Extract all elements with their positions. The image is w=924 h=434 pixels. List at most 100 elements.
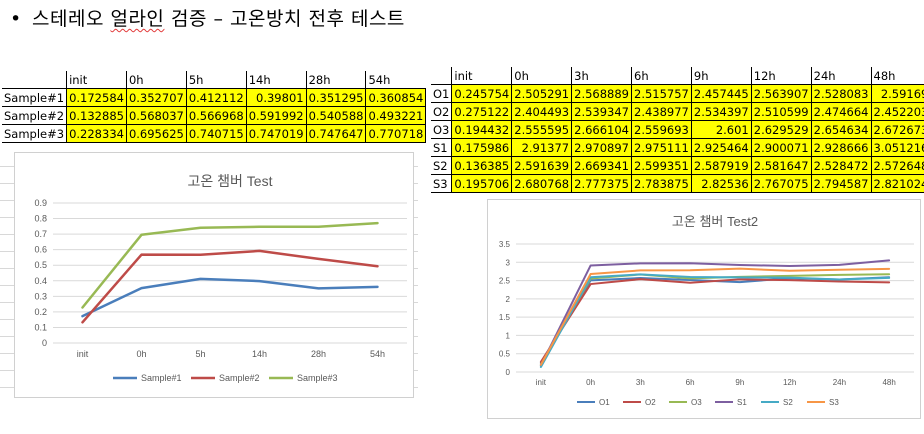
table2-cell[interactable]: 2.821024 xyxy=(870,174,924,193)
legend-entry[interactable]: O1 xyxy=(599,398,610,407)
table2-row-label[interactable]: S2 xyxy=(431,156,452,175)
series-line-o2[interactable] xyxy=(539,278,891,363)
table1-cell[interactable]: 0.412112 xyxy=(185,88,247,107)
series-line-s1[interactable] xyxy=(539,259,891,367)
table1-column-header[interactable] xyxy=(2,71,67,89)
legend-entry[interactable]: Sample#1 xyxy=(141,373,182,383)
table2-column-header[interactable]: 3h xyxy=(571,67,632,85)
table1-cell[interactable]: 0.740715 xyxy=(185,124,247,143)
table1-cell[interactable]: 0.747647 xyxy=(305,124,366,143)
table1-cell[interactable]: 0.568037 xyxy=(125,106,187,125)
legend-entry[interactable]: Sample#2 xyxy=(219,373,260,383)
table2-column-header[interactable]: 48h xyxy=(870,67,924,85)
series-line-sample3[interactable] xyxy=(81,221,379,309)
table2-cell[interactable]: 2.568889 xyxy=(571,84,632,103)
table2-cell[interactable]: 3.051216 xyxy=(870,138,924,157)
table2-cell[interactable]: 2.404493 xyxy=(511,102,572,121)
table2-cell[interactable]: 2.474664 xyxy=(810,102,871,121)
table2-cell[interactable]: 2.669341 xyxy=(571,156,632,175)
table2-cell[interactable]: 2.591639 xyxy=(511,156,572,175)
table2-cell[interactable]: 2.452203 xyxy=(870,102,924,121)
table1-cell[interactable]: 0.747019 xyxy=(245,124,307,143)
table2-row-label[interactable]: O3 xyxy=(431,120,452,139)
table2-cell[interactable]: 0.245754 xyxy=(451,84,512,103)
series-line-sample2[interactable] xyxy=(81,249,379,324)
table2-cell[interactable]: 2.767075 xyxy=(750,174,812,193)
table1-column-header[interactable]: 28h xyxy=(305,71,366,89)
table1-column-header[interactable]: 54h xyxy=(365,71,426,89)
table1-cell[interactable]: 0.352707 xyxy=(125,88,187,107)
table2-row-label[interactable]: O2 xyxy=(431,102,452,121)
table1-cell[interactable]: 0.695625 xyxy=(125,124,187,143)
table1-cell[interactable]: 0.591992 xyxy=(245,106,307,125)
table2-cell[interactable]: 2.563907 xyxy=(750,84,812,103)
table2-cell[interactable]: 2.510599 xyxy=(750,102,812,121)
table2-cell[interactable]: 2.777375 xyxy=(571,174,632,193)
table1-column-header[interactable]: 5h xyxy=(185,71,247,89)
table1-row-label[interactable]: Sample#1 xyxy=(2,88,67,107)
table2-cell[interactable]: 2.970897 xyxy=(571,138,632,157)
table2-cell[interactable]: 0.136385 xyxy=(451,156,512,175)
table2-column-header[interactable]: 6h xyxy=(631,67,692,85)
table1-cell[interactable]: 0.39801 xyxy=(245,88,307,107)
chart-high-temp-test2[interactable]: 고온 챔버 Test2 0 0.5 1 1.5 2 2.5 3 3.5 init 0h 3h 6h 9h 1… xyxy=(487,199,921,419)
table2-row-label[interactable]: O1 xyxy=(431,84,452,103)
table1-row-label[interactable]: Sample#2 xyxy=(2,106,67,125)
series-line-o3[interactable] xyxy=(539,273,891,366)
table1-column-header[interactable]: 0h xyxy=(125,71,187,89)
table2-cell[interactable]: 2.438977 xyxy=(631,102,692,121)
legend-entry[interactable]: O2 xyxy=(645,398,656,407)
table2-cell[interactable]: 2.539347 xyxy=(571,102,632,121)
legend-entry[interactable]: Sample#3 xyxy=(297,373,338,383)
table2-column-header[interactable]: 0h xyxy=(511,67,572,85)
table2-cell[interactable]: 2.654634 xyxy=(810,120,871,139)
chart-high-temp-test[interactable]: 고온 챔버 Test 0 0.1 0.2 0.3 0.4 0.5 0.6 0.7 0.8 0.9 in… xyxy=(14,152,414,398)
table2-cell[interactable]: 2.505291 xyxy=(511,84,572,103)
table2-cell[interactable]: 2.975111 xyxy=(631,138,692,157)
table1-row-label[interactable]: Sample#3 xyxy=(2,124,67,143)
table2-cell[interactable]: 2.457445 xyxy=(690,84,752,103)
table2-cell[interactable]: 2.783875 xyxy=(631,174,692,193)
table1-column-header[interactable]: 14h xyxy=(245,71,307,89)
table2-cell[interactable]: 0.194432 xyxy=(451,120,512,139)
legend-entry[interactable]: S3 xyxy=(829,398,839,407)
table1-cell[interactable]: 0.493221 xyxy=(365,106,427,125)
table2-row-label[interactable]: S3 xyxy=(431,174,452,193)
table2-column-header[interactable]: init xyxy=(451,67,512,85)
table2-cell[interactable]: 2.572648 xyxy=(870,156,924,175)
table2-cell[interactable]: 2.59169 xyxy=(870,84,924,103)
table2-column-header[interactable]: 9h xyxy=(690,67,752,85)
table1-cell[interactable]: 0.351295 xyxy=(305,88,366,107)
table2-cell[interactable]: 2.680768 xyxy=(511,174,572,193)
table2-cell[interactable]: 2.555595 xyxy=(511,120,572,139)
table2-cell[interactable]: 2.629529 xyxy=(750,120,812,139)
table1-cell[interactable]: 0.770718 xyxy=(365,124,427,143)
table2-row-label[interactable]: S1 xyxy=(431,138,452,157)
table2-cell[interactable]: 0.175986 xyxy=(451,138,512,157)
table2-cell[interactable]: 2.925464 xyxy=(690,138,752,157)
table2-cell[interactable]: 2.666104 xyxy=(571,120,632,139)
table2-cell[interactable]: 2.559693 xyxy=(631,120,692,139)
table1-column-header[interactable]: init xyxy=(66,71,127,89)
table2-cell[interactable]: 2.528083 xyxy=(810,84,871,103)
table2-column-header[interactable] xyxy=(431,67,452,85)
table2-cell[interactable]: 2.528472 xyxy=(810,156,871,175)
table2-cell[interactable]: 2.672673 xyxy=(870,120,924,139)
table2-column-header[interactable]: 24h xyxy=(810,67,871,85)
table2-cell[interactable]: 2.928666 xyxy=(810,138,871,157)
series-line-s3[interactable] xyxy=(539,267,891,366)
table2-column-header[interactable]: 12h xyxy=(750,67,812,85)
table2-cell[interactable]: 2.581647 xyxy=(750,156,812,175)
table2-cell[interactable]: 2.91377 xyxy=(511,138,572,157)
table2-cell[interactable]: 2.601 xyxy=(690,120,752,139)
table1-cell[interactable]: 0.360854 xyxy=(365,88,427,107)
table1-cell[interactable]: 0.172584 xyxy=(66,88,127,107)
table1-cell[interactable]: 0.566968 xyxy=(185,106,247,125)
table2-cell[interactable]: 2.82536 xyxy=(690,174,752,193)
table2-cell[interactable]: 0.195706 xyxy=(451,174,512,193)
series-line-s2[interactable] xyxy=(539,273,891,369)
table2-cell[interactable]: 2.794587 xyxy=(810,174,871,193)
table2-cell[interactable]: 2.900071 xyxy=(750,138,812,157)
table2-cell[interactable]: 2.599351 xyxy=(631,156,692,175)
table1-cell[interactable]: 0.228334 xyxy=(66,124,127,143)
